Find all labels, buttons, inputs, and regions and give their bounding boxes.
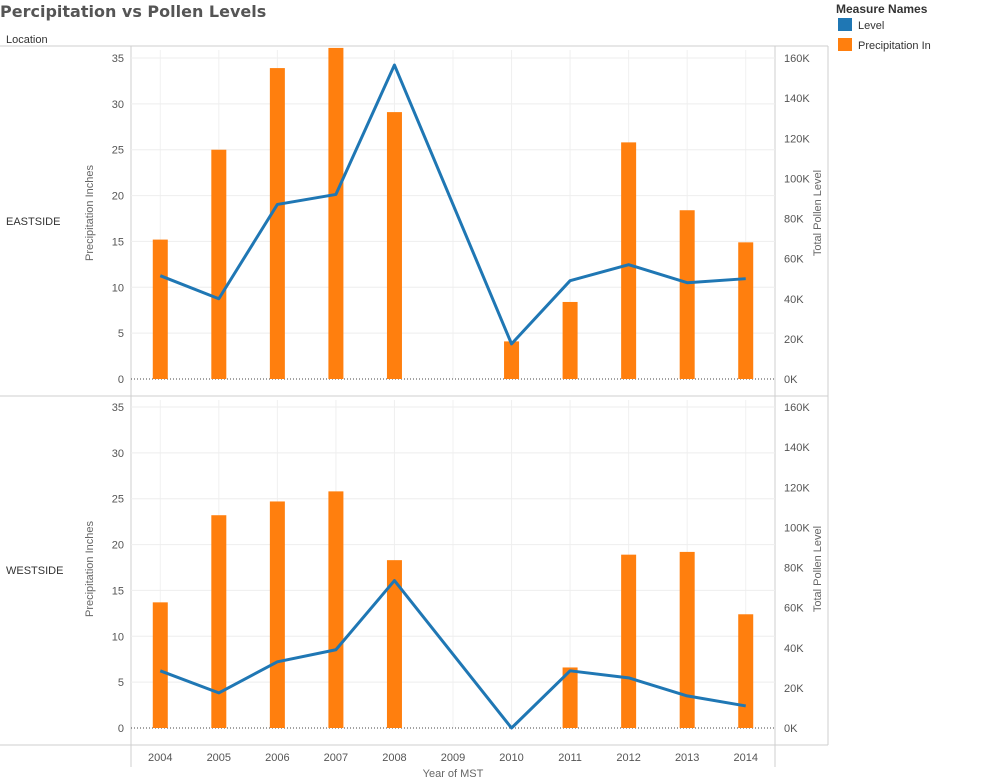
y-left-tick-label: 30	[112, 448, 124, 460]
line-level	[159, 63, 746, 346]
y-left-axis-title: Precipitation Inches	[84, 165, 96, 261]
y-right-tick-label: 20K	[784, 683, 804, 695]
x-tick-label: 2011	[558, 752, 582, 764]
bar-precipitation	[679, 551, 695, 728]
x-tick-label: 2008	[382, 752, 406, 764]
legend-label-precipitation[interactable]: Precipitation In	[858, 40, 931, 52]
bar-precipitation	[152, 602, 168, 728]
y-left-tick-label: 25	[112, 494, 124, 506]
panel-westside: 0 5 10 15 20 25 30 35 0K 20K 40K 60K 80K 100K 120K 140K…	[6, 400, 824, 735]
y-left-tick-label: 35	[112, 53, 124, 65]
bar-precipitation	[621, 142, 637, 379]
y-right-tick-label: 100K	[784, 522, 810, 534]
x-axis: 2004 2005 2006 2007 2008 2009 2010 2011 2012 2013…	[148, 752, 758, 780]
y-left-tick-label: 10	[112, 631, 124, 643]
y-right-axis-title: Total Pollen Level	[812, 526, 824, 612]
bar-precipitation	[328, 47, 344, 379]
bar-precipitation	[152, 239, 168, 379]
line-level	[159, 579, 746, 730]
bar-precipitation	[504, 341, 520, 379]
row-label-westside: WESTSIDE	[6, 565, 63, 577]
row-header: Location	[6, 34, 48, 46]
legend-label-level[interactable]: Level	[858, 20, 884, 32]
bar-precipitation	[562, 301, 578, 379]
y-left-tick-label: 0	[118, 374, 124, 386]
y-left-tick-label: 20	[112, 540, 124, 552]
y-right-tick-label: 0K	[784, 374, 798, 386]
legend: Measure Names Level Precipitation In	[836, 2, 931, 52]
y-left-tick-label: 20	[112, 191, 124, 203]
y-left-tick-label: 25	[112, 145, 124, 157]
y-left-tick-label: 35	[112, 402, 124, 414]
bar-precipitation	[328, 491, 344, 728]
legend-swatch-level	[838, 18, 852, 31]
y-right-tick-label: 60K	[784, 254, 804, 266]
x-tick-label: 2007	[324, 752, 348, 764]
y-right-tick-label: 80K	[784, 563, 804, 575]
bar-precipitation	[211, 515, 227, 728]
chart-title: Percipitation vs Pollen Levels	[0, 2, 266, 21]
bar-precipitation	[562, 667, 578, 728]
x-tick-label: 2012	[616, 752, 640, 764]
bar-precipitation	[211, 149, 227, 379]
y-left-tick-label: 5	[118, 677, 124, 689]
x-axis-title: Year of MST	[423, 768, 484, 780]
bar-precipitation	[269, 501, 285, 728]
y-right-tick-label: 0K	[784, 723, 798, 735]
y-left-axis-title: Precipitation Inches	[84, 521, 96, 617]
y-right-tick-label: 120K	[784, 133, 810, 145]
panel-eastside: 0 5 10 15 20 25 30 35 0K 20K 40K 60K 80K 100K 120K 140K…	[6, 47, 824, 386]
bar-precipitation	[738, 242, 754, 379]
x-tick-label: 2014	[733, 752, 757, 764]
bar-precipitation	[386, 112, 402, 380]
x-tick-label: 2004	[148, 752, 172, 764]
y-left-tick-label: 30	[112, 99, 124, 111]
x-tick-label: 2006	[265, 752, 289, 764]
legend-title: Measure Names	[836, 2, 928, 16]
y-right-tick-label: 140K	[784, 93, 810, 105]
y-right-tick-label: 80K	[784, 214, 804, 226]
x-tick-label: 2010	[499, 752, 523, 764]
chart-panels: 051015202530350K20K40K60K80K100K120K140K…	[6, 47, 824, 735]
bar-precipitation	[738, 614, 754, 728]
y-right-axis-title: Total Pollen Level	[812, 170, 824, 256]
y-left-tick-label: 10	[112, 282, 124, 294]
x-tick-label: 2009	[441, 752, 465, 764]
y-right-tick-label: 60K	[784, 603, 804, 615]
y-right-tick-label: 120K	[784, 482, 810, 494]
y-left-tick-label: 5	[118, 328, 124, 340]
y-right-tick-label: 40K	[784, 294, 804, 306]
bar-precipitation	[679, 210, 695, 379]
x-tick-label: 2005	[207, 752, 231, 764]
y-right-tick-label: 160K	[784, 402, 810, 414]
x-tick-label: 2013	[675, 752, 699, 764]
y-left-tick-label: 15	[112, 585, 124, 597]
y-right-tick-label: 100K	[784, 173, 810, 185]
bar-precipitation	[269, 68, 285, 380]
y-right-tick-label: 160K	[784, 53, 810, 65]
y-left-tick-label: 0	[118, 723, 124, 735]
bar-precipitation	[386, 560, 402, 728]
y-right-tick-label: 20K	[784, 334, 804, 346]
y-right-tick-label: 40K	[784, 643, 804, 655]
row-label-eastside: EASTSIDE	[6, 216, 60, 228]
bar-precipitation	[621, 554, 637, 728]
y-left-tick-label: 15	[112, 236, 124, 248]
legend-swatch-precipitation	[838, 38, 852, 51]
y-right-tick-label: 140K	[784, 442, 810, 454]
